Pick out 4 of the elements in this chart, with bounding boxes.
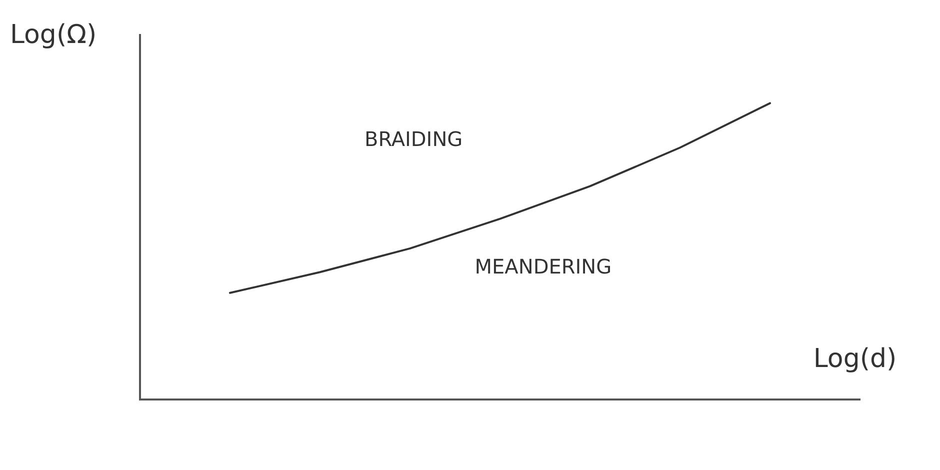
annotation: MEANDERING <box>474 254 612 279</box>
annotation: BRAIDING <box>364 126 463 151</box>
y-axis-title: Log(Ω) <box>10 20 97 50</box>
x-axis-title: Log(d) <box>813 344 897 374</box>
